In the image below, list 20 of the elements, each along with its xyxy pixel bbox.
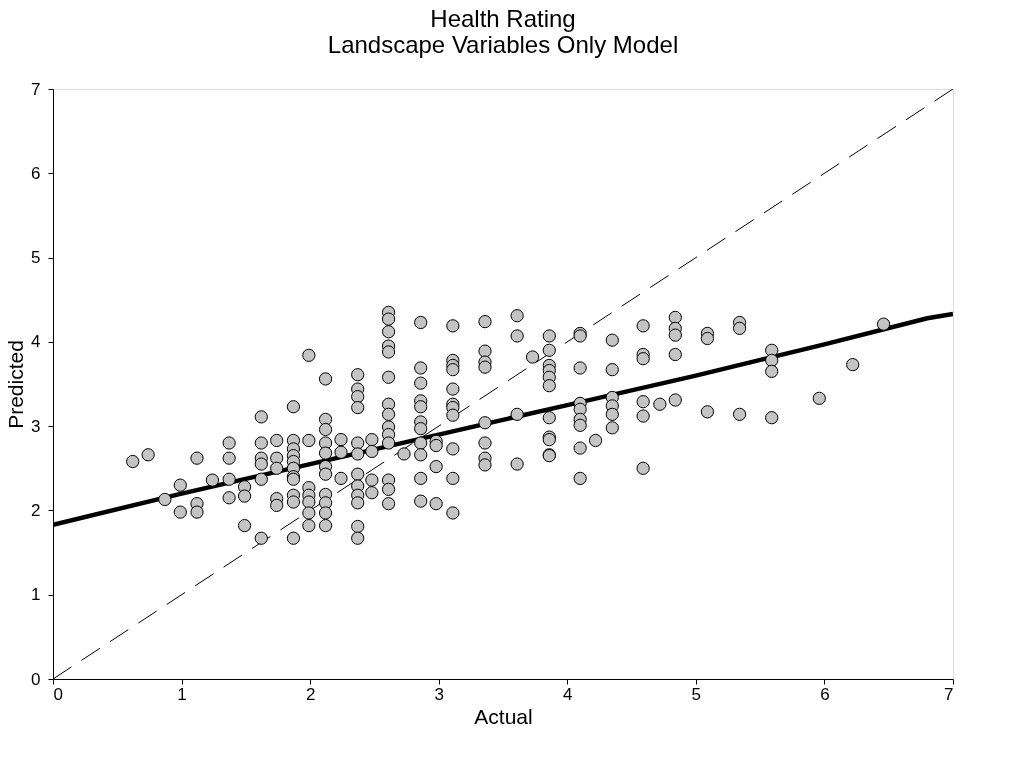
y-tick-label: 1: [31, 585, 41, 605]
y-tick-label: 5: [31, 248, 41, 268]
x-tick-label: 2: [305, 684, 316, 704]
x-tick-label: 7: [944, 684, 954, 704]
x-tick-label: 4: [563, 684, 573, 704]
x-axis-title: Actual: [474, 704, 533, 728]
y-axis-title: Predicted: [4, 340, 28, 429]
y-tick-label: 4: [31, 332, 41, 352]
y-tick-label: 2: [31, 500, 41, 520]
chart-title: Health Rating: [430, 5, 576, 32]
y-tick-label: 0: [31, 669, 41, 689]
x-tick-label: 1: [177, 684, 187, 704]
x-tick-label: 0: [53, 684, 63, 704]
chart-subtitle: Landscape Variables Only Model: [327, 31, 679, 58]
x-tick-label: 3: [434, 684, 444, 704]
x-tick-label: 5: [691, 684, 702, 704]
y-tick-label: 3: [31, 416, 41, 436]
y-tick-label: 6: [31, 163, 41, 183]
y-tick-label: 7: [31, 79, 41, 99]
x-tick-label: 6: [820, 684, 830, 704]
